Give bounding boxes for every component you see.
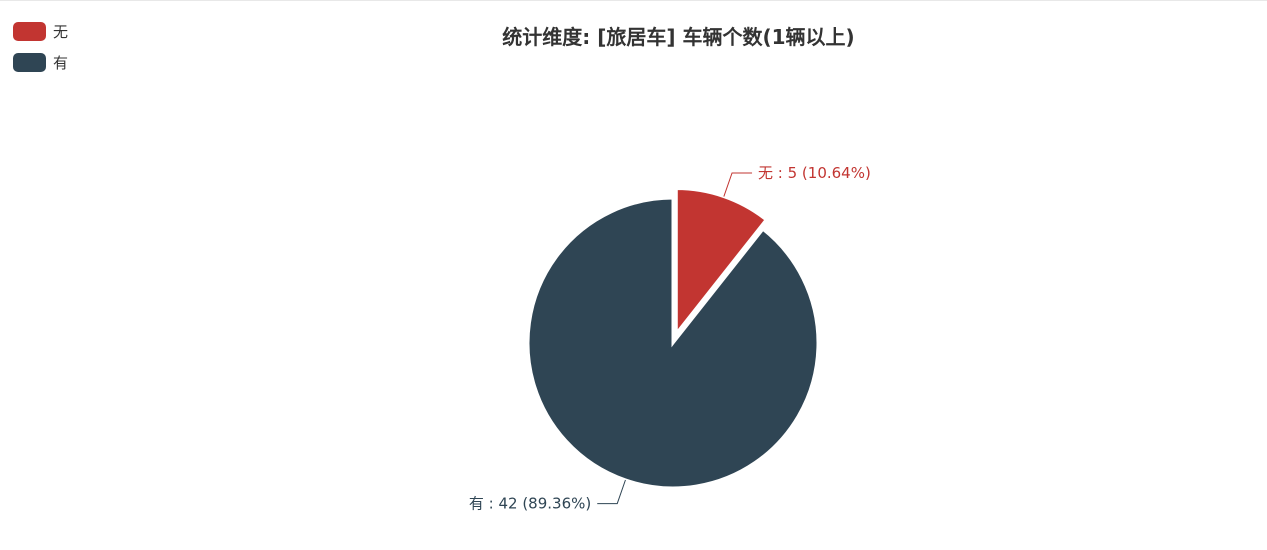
legend-item-wu[interactable]: 无 <box>13 21 68 41</box>
data-label-0: 无 : 5 (10.64%) <box>758 164 871 182</box>
chart-title: 统计维度: [旅居车] 车辆个数(1辆以上) <box>502 25 855 49</box>
label-line-0 <box>723 172 753 197</box>
legend-label-wu: 无 <box>53 22 69 41</box>
legend-label-you: 有 <box>53 53 69 72</box>
legend-swatch-you <box>13 52 46 72</box>
legend-item-you[interactable]: 有 <box>13 52 68 72</box>
data-label-1: 有 : 42 (89.36%) <box>469 495 591 513</box>
pie-slice-1[interactable] <box>526 196 820 490</box>
legend-swatch-wu <box>13 21 46 41</box>
label-line-1 <box>597 479 626 505</box>
legend: 无 有 <box>13 21 68 83</box>
